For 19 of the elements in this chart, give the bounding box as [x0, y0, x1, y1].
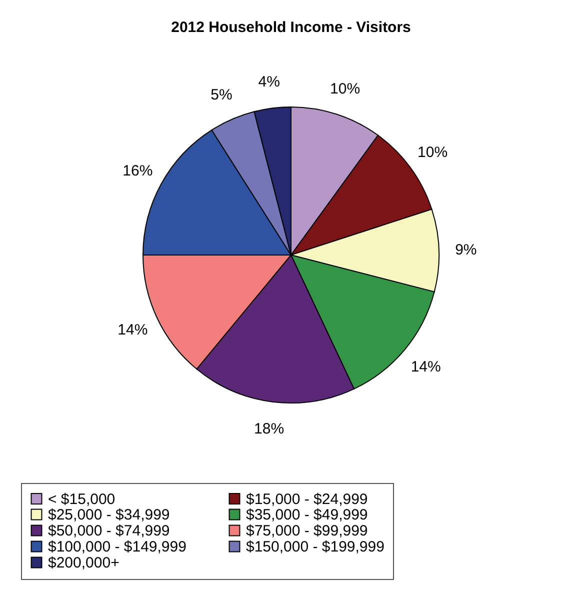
legend-label: $15,000 - $24,999: [246, 490, 368, 508]
data-label: 10%: [330, 80, 360, 98]
data-label: 4%: [258, 73, 280, 90]
legend-label: $75,000 - $99,999: [246, 522, 368, 540]
data-label: 5%: [210, 86, 232, 104]
legend-label: $50,000 - $74,999: [48, 522, 170, 540]
legend-label: $150,000 - $199,999: [246, 538, 384, 556]
data-label: 18%: [254, 420, 284, 438]
legend-label: $35,000 - $49,999: [246, 506, 368, 524]
data-label: 10%: [418, 144, 448, 162]
legend-label: < $15,000: [48, 490, 116, 508]
data-label: 9%: [455, 242, 477, 259]
legend-label: $100,000 - $149,999: [48, 538, 186, 556]
data-label: 16%: [122, 162, 153, 180]
data-label: 14%: [118, 322, 148, 339]
legend-label: $200,000+: [48, 554, 120, 572]
legend-label: $25,000 - $34,999: [48, 506, 170, 524]
data-label: 14%: [410, 358, 441, 376]
chart-title: 2012 Household Income - Visitors: [171, 19, 411, 36]
